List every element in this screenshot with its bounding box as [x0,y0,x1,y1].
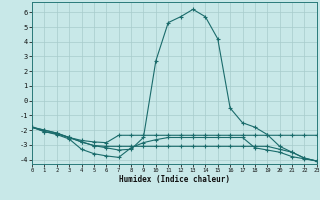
X-axis label: Humidex (Indice chaleur): Humidex (Indice chaleur) [119,175,230,184]
